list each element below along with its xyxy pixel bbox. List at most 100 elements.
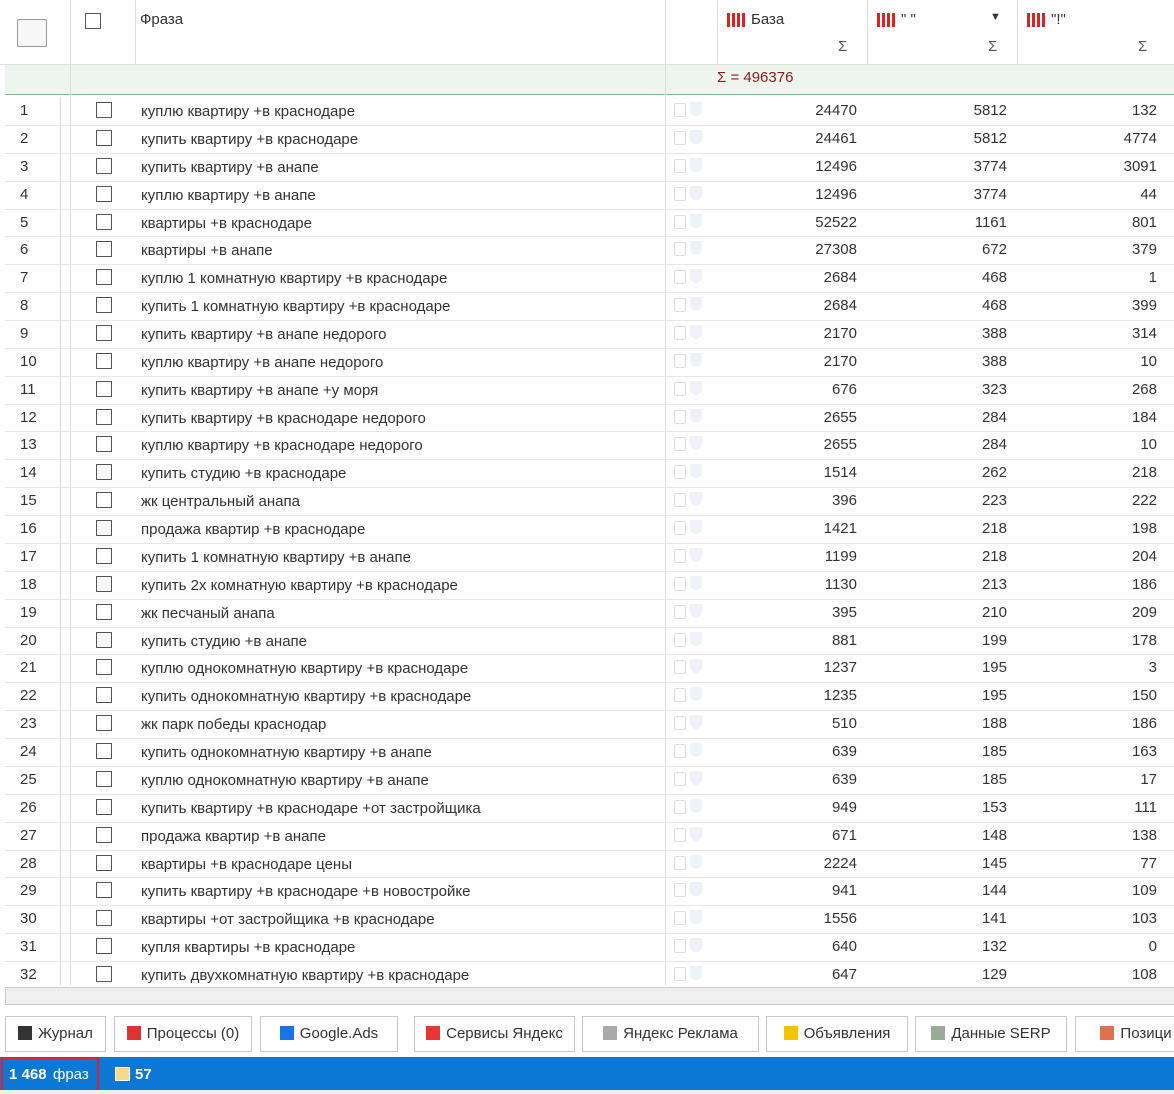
bottom-tab[interactable]: Позици [1075, 1016, 1174, 1052]
row-checkbox[interactable] [96, 770, 112, 787]
row-checkbox[interactable] [96, 882, 112, 899]
row-checkbox[interactable] [96, 938, 112, 955]
phrase: жк парк победы краснодар [141, 716, 327, 734]
chart-icon [1027, 13, 1045, 27]
bottom-tab[interactable]: Данные SERP [915, 1016, 1067, 1052]
quoted-value: 1161 [974, 213, 1007, 231]
lock-icon [674, 548, 686, 563]
row-checkbox[interactable] [96, 826, 112, 843]
row-checkbox[interactable] [96, 659, 112, 676]
base-value: 27308 [815, 241, 857, 259]
tab-icon [931, 1026, 946, 1040]
lock-icon [674, 576, 686, 591]
chart-icon [877, 13, 895, 27]
bottom-tab[interactable]: Сервисы Яндекс [414, 1016, 575, 1052]
row-checkbox[interactable] [96, 325, 112, 341]
row-checkbox[interactable] [96, 436, 112, 453]
base-value: 1237 [823, 659, 857, 677]
row-checkbox[interactable] [96, 269, 112, 286]
bottom-tab[interactable]: Процессы (0) [114, 1016, 252, 1052]
row-checkbox[interactable] [96, 966, 112, 982]
sum-icon[interactable]: Σ [988, 38, 998, 55]
row-number: 17 [20, 547, 37, 565]
row-checkbox[interactable] [96, 631, 112, 648]
tab-label: Данные SERP [951, 1025, 1051, 1042]
base-value: 24461 [815, 129, 857, 147]
phrase: продажа квартир +в анапе [141, 827, 326, 845]
exact-value: 178 [1131, 631, 1157, 649]
row-line [5, 738, 1174, 739]
row-checkbox[interactable] [96, 603, 112, 620]
phrase: купить 1 комнатную квартиру +в анапе [141, 548, 411, 566]
row-checkbox[interactable] [96, 492, 112, 509]
shield-icon [690, 603, 702, 618]
quoted-value: 188 [981, 715, 1007, 733]
row-checkbox[interactable] [96, 798, 112, 815]
row-number: 4 [20, 185, 29, 203]
row-checkbox[interactable] [96, 297, 112, 314]
lock-icon [674, 688, 686, 703]
dropdown-arrow[interactable]: ▼ [990, 11, 1001, 23]
column-header-exact[interactable]: "!" [1051, 11, 1066, 28]
lock-icon [674, 381, 686, 396]
row-number: 3 [20, 157, 29, 175]
row-checkbox[interactable] [96, 157, 112, 174]
column-header-phrase[interactable]: Фраза [140, 11, 184, 28]
shield-icon [690, 492, 702, 507]
row-line [5, 682, 1174, 684]
row-number: 27 [20, 826, 37, 844]
exact-value: 1 [1148, 269, 1157, 287]
quoted-value: 199 [981, 631, 1007, 649]
exact-value: 379 [1131, 241, 1157, 259]
bottom-tab[interactable]: Google.Ads [260, 1016, 398, 1052]
lock-icon [674, 939, 686, 954]
lock-icon [674, 521, 686, 535]
bottom-tab[interactable]: Журнал [5, 1016, 106, 1052]
row-number: 29 [20, 882, 37, 900]
phrase: купить квартиру +в краснодаре +в новостр… [141, 883, 471, 901]
lock-icon [674, 353, 686, 368]
row-checkbox[interactable] [96, 380, 112, 397]
phrase: купить квартиру +в анапе недорого [141, 326, 387, 343]
row-checkbox[interactable] [96, 575, 112, 592]
row-checkbox[interactable] [96, 743, 112, 759]
row-checkbox[interactable] [96, 408, 112, 425]
row-line [5, 375, 1174, 377]
row-checkbox[interactable] [96, 547, 112, 564]
row-checkbox[interactable] [96, 129, 112, 146]
sum-icon[interactable]: Σ [838, 38, 848, 55]
bottom-tab[interactable]: Яндекс Реклама [582, 1016, 759, 1052]
row-checkbox[interactable] [96, 102, 112, 118]
lock-icon [674, 186, 686, 201]
horizontal-scrollbar[interactable] [5, 987, 1174, 1005]
row-checkbox[interactable] [96, 464, 112, 481]
exact-value: 77 [1140, 854, 1157, 872]
lock-icon [674, 744, 686, 758]
row-checkbox[interactable] [96, 520, 112, 536]
row-checkbox[interactable] [96, 854, 112, 871]
shield-icon [690, 464, 702, 479]
column-header-base[interactable]: База [751, 11, 785, 28]
row-checkbox[interactable] [96, 241, 112, 258]
shield-icon [690, 743, 702, 757]
phrase: купить 2х комнатную квартиру +в краснода… [141, 576, 458, 594]
columns-button[interactable] [17, 19, 47, 47]
quoted-value: 218 [981, 547, 1007, 565]
column-header-quoted[interactable]: " " [901, 11, 916, 28]
bottom-tab[interactable]: Объявления [766, 1016, 908, 1052]
phrase: жк песчаный анапа [141, 604, 275, 622]
row-line [5, 459, 1174, 461]
select-all-checkbox[interactable] [85, 13, 101, 29]
phrase: квартиры +в краснодаре цены [141, 855, 352, 873]
phrase: купить однокомнатную квартиру +в анапе [141, 744, 432, 761]
sum-icon[interactable]: Σ [1138, 38, 1148, 55]
row-checkbox[interactable] [96, 213, 112, 230]
row-checkbox[interactable] [96, 715, 112, 732]
row-checkbox[interactable] [96, 687, 112, 704]
row-checkbox[interactable] [96, 185, 112, 202]
exact-value: 218 [1131, 464, 1157, 482]
exact-value: 268 [1131, 380, 1157, 398]
row-checkbox[interactable] [96, 910, 112, 927]
row-checkbox[interactable] [96, 352, 112, 369]
